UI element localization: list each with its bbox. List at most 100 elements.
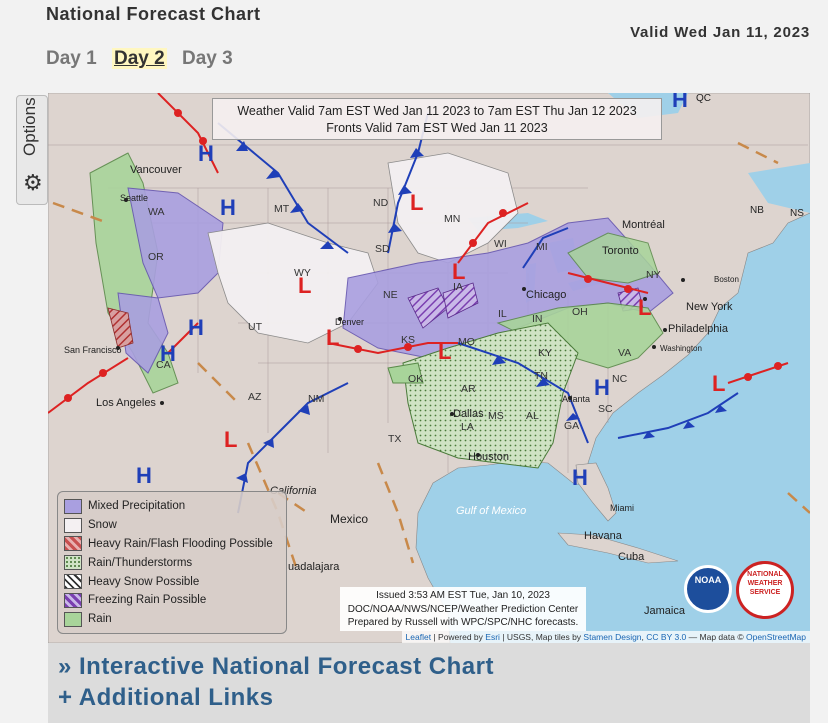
state-sd: SD xyxy=(375,243,390,255)
legend-label: Rain xyxy=(88,613,112,626)
legend-label: Heavy Rain/Flash Flooding Possible xyxy=(88,537,273,550)
state-ms: MS xyxy=(488,410,504,422)
land-florida xyxy=(575,462,617,522)
legend-swatch-mixed xyxy=(64,498,82,514)
rain-area-northwest xyxy=(89,152,179,394)
valid-date: Valid Wed Jan 11, 2023 xyxy=(630,24,810,41)
osm-link[interactable]: OpenStreetMap xyxy=(745,632,806,642)
label-guadalajara: uadalajara xyxy=(288,561,340,573)
heavy-rain-california xyxy=(107,307,134,349)
fronts-valid-text: Fronts Valid 7am EST Wed Jan 11 2023 xyxy=(326,121,548,135)
state-tx: TX xyxy=(388,433,402,445)
state-wa: WA xyxy=(148,206,165,218)
label-cuba: Cuba xyxy=(618,551,645,563)
options-button[interactable]: Options ⚙ xyxy=(16,95,48,205)
options-label: Options xyxy=(20,97,39,156)
low-pressure-6: L xyxy=(224,427,237,452)
state-la: LA xyxy=(461,421,474,433)
high-pressure-4: H xyxy=(160,341,176,366)
rain-area-oklahoma xyxy=(387,362,424,384)
legend-swatch-heavy-snow xyxy=(64,574,82,590)
state-sc: SC xyxy=(598,403,613,415)
state-mn: MN xyxy=(444,213,461,225)
state-tn: TN xyxy=(534,370,548,382)
low-pressure-7: L xyxy=(712,371,725,396)
legend-swatch-freezing-rain xyxy=(64,592,82,608)
state-ne: NE xyxy=(383,289,398,301)
legend-item: Heavy Snow Possible xyxy=(64,572,280,591)
map-attribution: Leaflet | Powered by Esri | USGS, Map ti… xyxy=(401,631,810,643)
state-ia: IA xyxy=(453,281,463,293)
legend-swatch-rain-thunderstorms xyxy=(64,555,82,571)
state-il: IL xyxy=(498,308,507,320)
label-toronto: Toronto xyxy=(602,245,639,257)
label-ns: NS xyxy=(790,208,804,219)
state-ks: KS xyxy=(401,334,416,346)
noaa-logo[interactable]: NOAA xyxy=(684,565,732,613)
legend-label: Heavy Snow Possible xyxy=(88,575,200,588)
low-pressure-5: L xyxy=(438,339,451,364)
label-philadelphia: Philadelphia xyxy=(668,323,728,335)
state-wi: WI xyxy=(494,238,507,250)
issued-time: Issued 3:53 AM EST Tue, Jan 10, 2023 xyxy=(376,590,550,601)
additional-links-toggle[interactable]: + Additional Links xyxy=(58,684,274,711)
land-cuba xyxy=(557,532,679,564)
forecast-map[interactable]: H H H H H H H H L L L L L L L L xyxy=(48,93,810,643)
label-washington: Washington xyxy=(660,344,702,353)
legend-swatch-snow xyxy=(64,517,82,533)
warm-fronts xyxy=(48,93,789,414)
legend-label: Freezing Rain Possible xyxy=(88,594,207,607)
state-al: AL xyxy=(526,410,539,422)
gear-icon: ⚙ xyxy=(23,170,43,195)
label-dallas: Dallas xyxy=(453,408,484,420)
stamen-link[interactable]: Stamen Design xyxy=(583,632,642,642)
legend-item: Rain/Thunderstorms xyxy=(64,553,280,572)
interactive-chart-link[interactable]: » Interactive National Forecast Chart xyxy=(58,653,494,680)
low-pressure-4: L xyxy=(326,325,339,350)
state-va: VA xyxy=(618,347,632,359)
label-miami: Miami xyxy=(610,503,634,513)
state-ok: OK xyxy=(408,373,424,385)
label-denver: Denver xyxy=(335,317,365,327)
attrib-text: — Map data © xyxy=(688,632,744,642)
day-tabs: Day 1 Day 2 Day 3 xyxy=(46,48,243,70)
state-ar: AR xyxy=(461,383,476,395)
rain-thunderstorm-area-south xyxy=(402,322,579,469)
issuer: DOC/NOAA/NWS/NCEP/Weather Prediction Cen… xyxy=(347,603,579,615)
legend-label: Rain/Thunderstorms xyxy=(88,556,193,569)
label-houston: Houston xyxy=(468,451,509,463)
issued-box: Issued 3:53 AM EST Tue, Jan 10, 2023 DOC… xyxy=(340,587,586,631)
tab-day-1[interactable]: Day 1 xyxy=(46,48,97,69)
mixed-area-northwest xyxy=(127,187,224,299)
label-mexico: Mexico xyxy=(330,512,369,526)
label-los-angeles: Los Angeles xyxy=(96,397,156,409)
state-ut: UT xyxy=(248,321,262,333)
legend-item: Rain xyxy=(64,610,280,629)
label-seattle: Seattle xyxy=(120,193,149,203)
state-mi: MI xyxy=(536,241,548,253)
footer-links: » Interactive National Forecast Chart + … xyxy=(48,643,810,723)
map-legend: Mixed Precipitation Snow Heavy Rain/Flas… xyxy=(57,491,287,634)
cc-link[interactable]: CC BY 3.0 xyxy=(646,632,687,642)
nws-logo-text: NATIONAL WEATHER SERVICE xyxy=(747,571,783,596)
nws-logo[interactable]: NATIONAL WEATHER SERVICE xyxy=(736,561,794,619)
legend-swatch-rain xyxy=(64,611,82,627)
high-pressure-2: H xyxy=(220,195,236,220)
low-pressure-2: L xyxy=(452,259,465,284)
label-gulf-of-mexico: Gulf of Mexico xyxy=(456,505,527,517)
attrib-text: | Powered by xyxy=(433,632,483,642)
page-title: National Forecast Chart xyxy=(46,4,261,24)
noaa-logo-text: NOAA xyxy=(694,575,722,585)
low-pressure-8: L xyxy=(638,295,651,320)
state-nc: NC xyxy=(612,373,628,385)
low-pressure-3: L xyxy=(298,273,311,298)
snow-area-northern-plains xyxy=(387,152,519,264)
tab-day-2[interactable]: Day 2 xyxy=(111,48,167,69)
label-montreal: Montréal xyxy=(622,219,665,231)
state-mt: MT xyxy=(274,203,290,215)
city-markers xyxy=(116,198,685,457)
esri-link[interactable]: Esri xyxy=(485,632,500,642)
weather-valid-text: Weather Valid 7am EST Wed Jan 11 2023 to… xyxy=(237,104,637,118)
tab-day-3[interactable]: Day 3 xyxy=(181,48,233,69)
leaflet-link[interactable]: Leaflet xyxy=(405,632,432,642)
